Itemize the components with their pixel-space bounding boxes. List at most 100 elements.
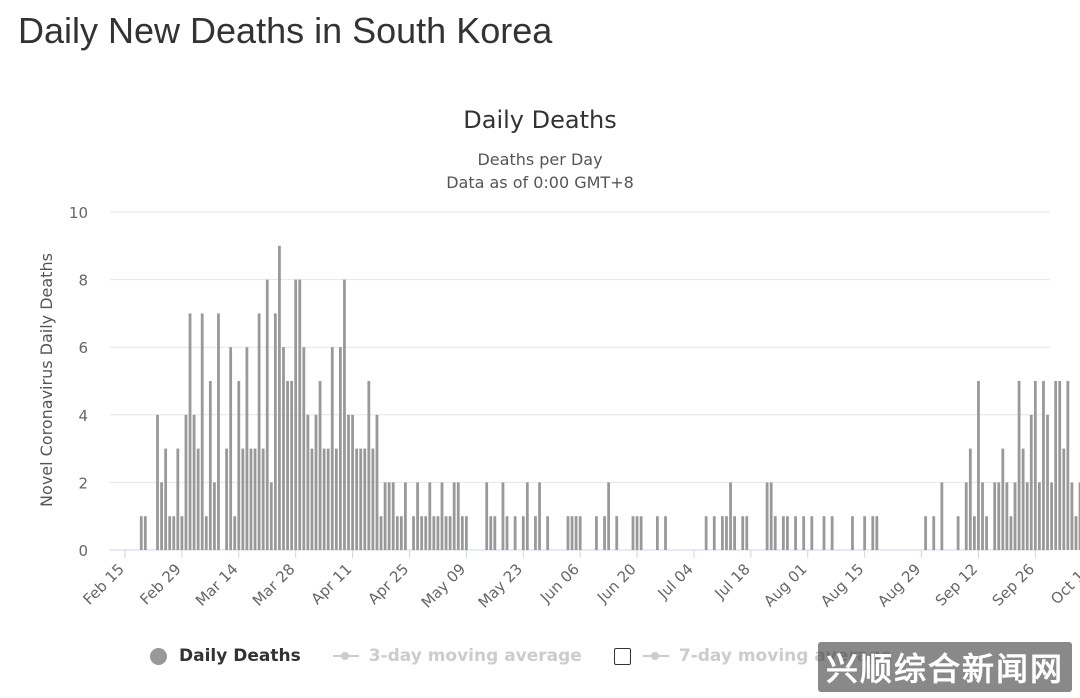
bar[interactable] (310, 448, 314, 550)
bar[interactable] (330, 347, 334, 550)
bar[interactable] (404, 482, 407, 550)
bar[interactable] (139, 516, 143, 550)
bar[interactable] (607, 482, 611, 550)
bar[interactable] (184, 414, 188, 550)
bar[interactable] (387, 482, 391, 550)
bar[interactable] (733, 516, 736, 550)
bar[interactable] (1033, 381, 1037, 550)
bar[interactable] (769, 482, 773, 550)
bar[interactable] (704, 516, 708, 550)
bar[interactable] (1070, 482, 1074, 550)
bar[interactable] (851, 516, 854, 550)
bar[interactable] (968, 448, 972, 550)
bar[interactable] (1042, 381, 1045, 550)
bar[interactable] (1001, 448, 1005, 550)
bar[interactable] (261, 448, 265, 550)
bar[interactable] (595, 516, 598, 550)
bar[interactable] (379, 516, 383, 550)
bar[interactable] (794, 516, 797, 550)
bar[interactable] (237, 381, 241, 550)
bar[interactable] (265, 279, 269, 550)
bar[interactable] (318, 381, 322, 550)
bar[interactable] (273, 313, 277, 550)
legend-item-3-day-average[interactable]: 3-day moving average (332, 646, 582, 666)
bar[interactable] (525, 482, 529, 550)
bar[interactable] (314, 414, 318, 550)
bar[interactable] (286, 381, 289, 550)
bar[interactable] (172, 516, 176, 550)
bar[interactable] (428, 482, 432, 550)
bar[interactable] (1029, 414, 1033, 550)
bar[interactable] (180, 516, 184, 550)
bar[interactable] (972, 516, 976, 550)
bar[interactable] (204, 516, 208, 550)
bar[interactable] (993, 482, 997, 550)
bar[interactable] (924, 516, 928, 550)
bar[interactable] (168, 516, 172, 550)
bar[interactable] (875, 516, 879, 550)
bar[interactable] (977, 381, 980, 550)
bar[interactable] (294, 279, 298, 550)
bar[interactable] (347, 414, 350, 550)
bar[interactable] (985, 516, 988, 550)
bar[interactable] (302, 347, 306, 550)
bar[interactable] (1074, 516, 1078, 550)
bar[interactable] (440, 482, 444, 550)
bar[interactable] (830, 516, 834, 550)
bar[interactable] (489, 516, 493, 550)
bar[interactable] (432, 516, 436, 550)
bar[interactable] (802, 516, 806, 550)
bar[interactable] (521, 516, 525, 550)
bar[interactable] (444, 516, 448, 550)
bar[interactable] (1017, 381, 1021, 550)
bar[interactable] (729, 482, 732, 550)
bar[interactable] (578, 516, 582, 550)
bar[interactable] (1054, 381, 1058, 550)
bar[interactable] (225, 448, 228, 550)
bar[interactable] (253, 448, 257, 550)
bar[interactable] (810, 516, 814, 550)
bar[interactable] (245, 347, 249, 550)
bar[interactable] (1025, 482, 1029, 550)
bar[interactable] (399, 516, 403, 550)
bar[interactable] (188, 313, 192, 550)
bar[interactable] (229, 347, 233, 550)
bar[interactable] (233, 516, 237, 550)
bar[interactable] (765, 482, 769, 550)
bar[interactable] (566, 516, 570, 550)
bar[interactable] (164, 448, 168, 550)
bar[interactable] (786, 516, 789, 550)
bar[interactable] (306, 414, 310, 550)
bar[interactable] (351, 414, 354, 550)
bar[interactable] (1005, 482, 1009, 550)
bar[interactable] (940, 482, 944, 550)
bar[interactable] (956, 516, 960, 550)
bar[interactable] (725, 516, 728, 550)
bar[interactable] (160, 482, 163, 550)
bar[interactable] (655, 516, 659, 550)
bar[interactable] (822, 516, 826, 550)
bar[interactable] (741, 516, 745, 550)
legend-checkbox[interactable] (613, 647, 631, 665)
bar[interactable] (217, 313, 220, 550)
bar[interactable] (464, 516, 468, 550)
bar[interactable] (416, 482, 420, 550)
bar[interactable] (1046, 414, 1049, 550)
bar[interactable] (448, 516, 452, 550)
bar[interactable] (570, 516, 574, 550)
bar[interactable] (249, 448, 253, 550)
bar[interactable] (981, 482, 984, 550)
bar[interactable] (452, 482, 456, 550)
bar[interactable] (485, 482, 489, 550)
bar[interactable] (460, 516, 464, 550)
bar[interactable] (773, 516, 777, 550)
bar[interactable] (1013, 482, 1017, 550)
bar[interactable] (412, 516, 415, 550)
bar[interactable] (208, 381, 212, 550)
bar[interactable] (574, 516, 578, 550)
bar[interactable] (282, 347, 285, 550)
bar[interactable] (269, 482, 273, 550)
bar[interactable] (997, 482, 1001, 550)
bar[interactable] (493, 516, 497, 550)
bar[interactable] (436, 516, 440, 550)
